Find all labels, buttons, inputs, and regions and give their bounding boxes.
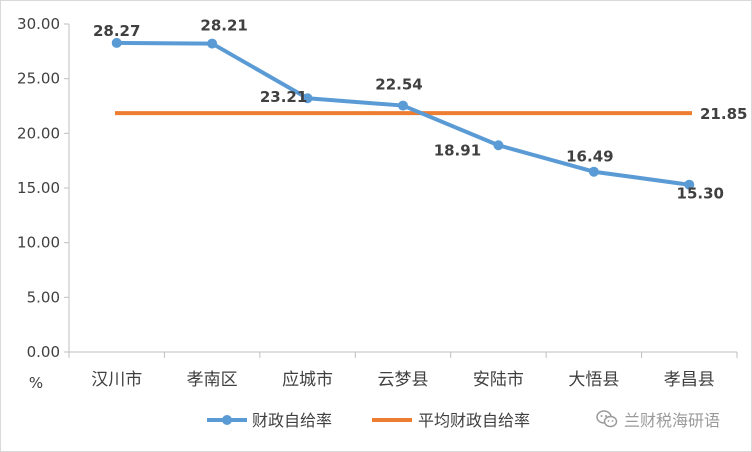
y-tick-label: 25.00: [17, 70, 60, 88]
watermark: 兰财税海研语: [596, 407, 720, 431]
y-axis-label: %: [29, 374, 43, 392]
main-series: 28.27 28.21 23.21 22.54 18.91 16.49 15.30: [93, 17, 724, 203]
x-category-label: 云梦县: [378, 370, 429, 390]
wechat-icon: [596, 410, 618, 428]
x-axis: 汉川市 孝南区 应城市 云梦县 安陆市 大悟县 孝昌县: [68, 351, 738, 390]
data-value-label: 22.54: [375, 76, 422, 94]
data-point-marker: [111, 37, 122, 48]
data-value-label: 15.30: [677, 185, 724, 203]
x-category-label: 孝昌县: [664, 370, 715, 390]
data-value-label: 23.21: [260, 88, 307, 106]
data-value-label: 18.91: [434, 141, 481, 159]
x-category-label: 应城市: [282, 370, 333, 390]
legend-label-series-1: 财政自给率: [252, 411, 332, 430]
data-value-label: 28.27: [93, 22, 140, 40]
legend-label-series-2: 平均财政自给率: [418, 411, 530, 430]
x-category-label: 安陆市: [473, 370, 524, 390]
average-value-label: 21.85: [700, 105, 747, 123]
y-tick-label: 5.00: [27, 288, 60, 306]
data-value-label: 16.49: [566, 148, 613, 166]
y-tick-label: 10.00: [17, 234, 60, 252]
y-axis: 0.00 5.00 10.00 15.00 20.00 25.00 30.00: [17, 15, 70, 361]
average-series: 21.85: [115, 105, 747, 123]
data-point-marker: [684, 179, 695, 190]
y-tick-label: 20.00: [17, 124, 60, 142]
y-tick-label: 15.00: [17, 179, 60, 197]
data-point-marker: [398, 100, 408, 111]
data-point-marker: [493, 140, 504, 151]
data-value-label: 28.21: [200, 17, 247, 35]
watermark-text: 兰财税海研语: [624, 411, 721, 430]
legend-marker-swatch: [222, 415, 232, 425]
data-point-marker: [207, 38, 218, 49]
y-tick-label: 0.00: [27, 343, 60, 361]
x-category-label: 孝南区: [187, 370, 238, 390]
data-point-marker: [302, 93, 313, 104]
data-point-marker: [588, 166, 599, 177]
legend: 财政自给率 平均财政自给率: [207, 411, 530, 430]
y-tick-label: 30.00: [17, 15, 60, 33]
x-category-label: 汉川市: [91, 370, 142, 390]
x-category-label: 大悟县: [568, 370, 619, 390]
